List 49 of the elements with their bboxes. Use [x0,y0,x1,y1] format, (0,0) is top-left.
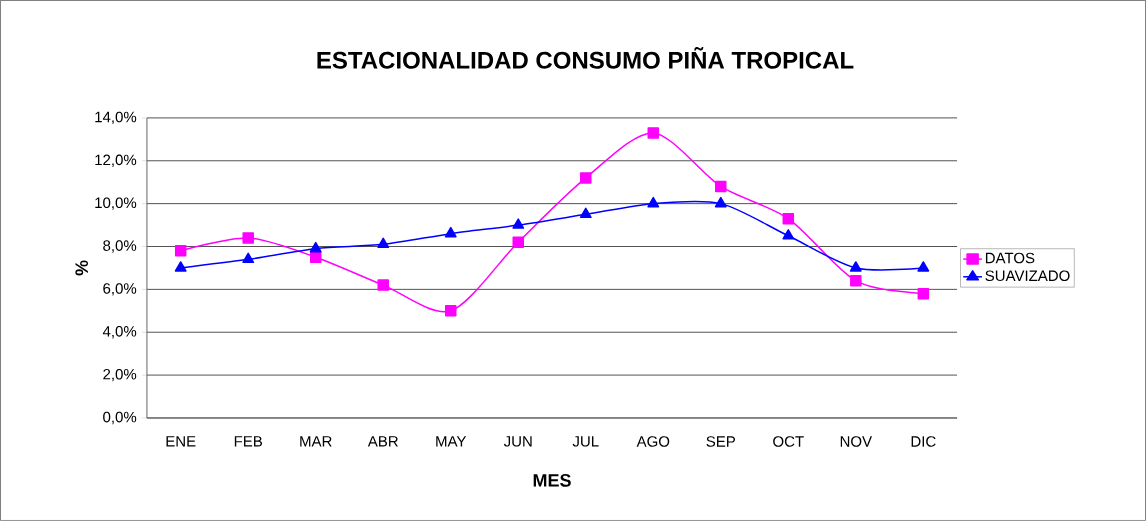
y-tick-label: 2,0% [103,368,137,382]
x-tick-label: FEB [234,436,263,447]
point [309,241,322,253]
point [377,279,389,291]
x-tick-label: DIC [911,436,936,447]
y-axis-title: % [75,260,88,276]
point [242,252,255,264]
point [647,127,660,139]
point [242,232,254,244]
chart-title: ESTACIONALIDAD CONSUMO PIÑA TROPICAL [317,47,854,69]
point [309,251,322,264]
point [850,275,862,287]
x-tick-label: OCT [773,436,804,447]
legend-label: DATOS [985,252,1035,264]
point [377,237,390,249]
point [444,226,457,238]
legend-label: SUAVIZADO [985,270,1070,282]
x-tick-label: MAR [300,436,332,447]
y-tick-label: 10,0% [95,197,137,210]
point [174,261,187,272]
point [714,196,727,208]
x-tick-label: ENE [166,436,196,447]
point [917,261,930,272]
point [579,207,592,219]
point [715,180,727,193]
y-tick-label: 6,0% [103,283,137,296]
y-tick-label: 14,0% [95,111,137,125]
y-tick-label: 0,0% [103,411,137,425]
point [647,196,660,208]
x-tick-label: ABR [367,436,398,447]
point [444,305,457,317]
point [849,261,862,272]
y-tick-label: 12,0% [95,154,137,168]
x-axis-title: MES [533,474,571,487]
x-tick-label: AGO [636,436,670,447]
x-tick-label: JUN [503,436,532,447]
y-tick-label: 4,0% [102,326,137,339]
x-tick-label: NOV [840,436,872,447]
point [782,229,795,240]
x-tick-label: MAY [436,436,467,447]
x-tick-label: SEP [706,436,736,447]
point [174,245,187,257]
point [512,236,524,249]
x-tick-label: JUL [572,436,599,447]
point [782,212,795,225]
point [512,218,525,229]
point [580,172,592,184]
y-tick-label: 8,0% [103,240,137,253]
point [917,287,930,300]
